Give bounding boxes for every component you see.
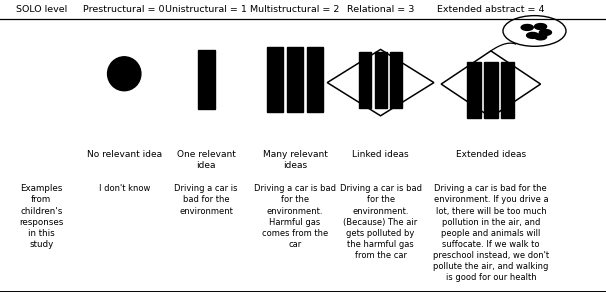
Bar [267, 47, 283, 112]
Text: Driving a car is bad
for the
environment.
Harmful gas
comes from the
car: Driving a car is bad for the environment… [254, 184, 336, 249]
Bar [375, 52, 387, 108]
Text: Many relevant
ideas: Many relevant ideas [262, 150, 328, 170]
Bar [390, 52, 402, 108]
Text: I don't know: I don't know [99, 184, 150, 194]
Text: One relevant
idea: One relevant idea [176, 150, 236, 170]
Text: Examples
from
children's
responses
in this
study: Examples from children's responses in th… [19, 184, 64, 249]
Text: Relational = 3: Relational = 3 [347, 5, 415, 14]
Circle shape [534, 24, 547, 30]
Circle shape [521, 24, 533, 30]
Text: Multistructural = 2: Multistructural = 2 [250, 5, 340, 14]
Bar [307, 47, 323, 112]
Text: Driving a car is
bad for the
environment: Driving a car is bad for the environment [175, 184, 238, 216]
Text: Extended ideas: Extended ideas [456, 150, 526, 160]
Bar [501, 62, 514, 118]
Bar [198, 50, 215, 109]
Bar [287, 47, 303, 112]
Text: Driving a car is bad
for the
environment.
(Because) The air
gets polluted by
the: Driving a car is bad for the environment… [339, 184, 422, 260]
Bar [467, 62, 481, 118]
Text: Linked ideas: Linked ideas [352, 150, 409, 160]
Text: Prestructural = 0: Prestructural = 0 [84, 5, 165, 14]
Circle shape [527, 32, 539, 38]
Circle shape [534, 34, 547, 40]
Circle shape [539, 30, 551, 35]
Text: No relevant idea: No relevant idea [87, 150, 162, 160]
Text: Unistructural = 1: Unistructural = 1 [165, 5, 247, 14]
Text: Driving a car is bad for the
environment. If you drive a
lot, there will be too : Driving a car is bad for the environment… [433, 184, 549, 282]
Text: Extended abstract = 4: Extended abstract = 4 [437, 5, 545, 14]
Text: SOLO level: SOLO level [16, 5, 67, 14]
Bar [484, 62, 498, 118]
Bar [359, 52, 371, 108]
Ellipse shape [108, 57, 141, 91]
